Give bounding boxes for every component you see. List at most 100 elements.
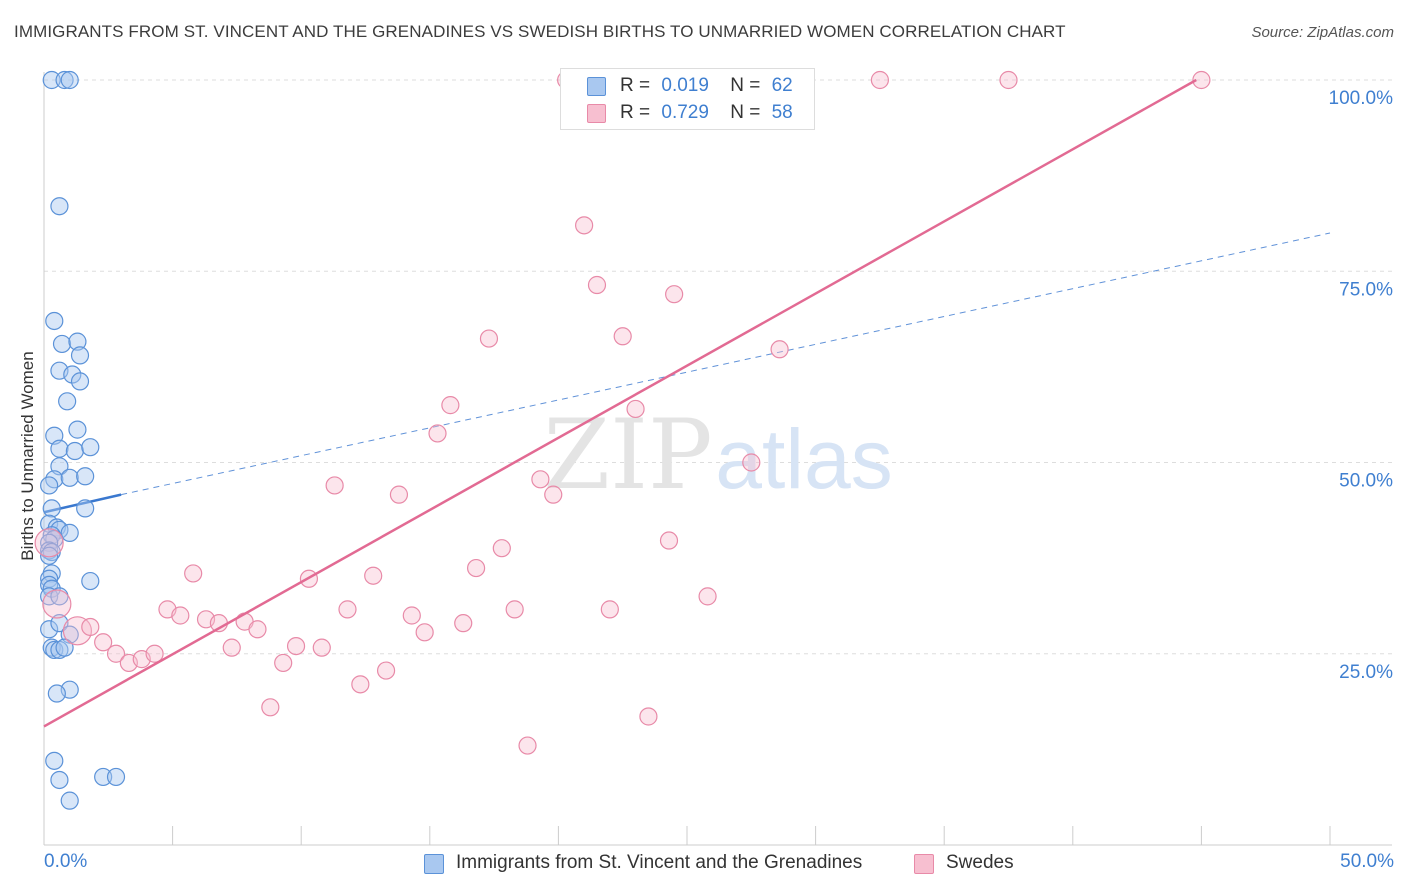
point-swedes-30 [428, 424, 447, 443]
point-swedes-42 [587, 275, 607, 295]
legend-label-immigrants: Immigrants from St. Vincent and the Gren… [456, 852, 863, 873]
point-swedes-18 [274, 653, 293, 673]
series-immigrants [40, 70, 126, 810]
point-swedes-43 [600, 600, 619, 619]
point-immigrants-37 [81, 571, 100, 591]
point-swedes-56 [1192, 70, 1211, 90]
legend-swatch-immigrants [424, 854, 444, 874]
point-swedes-45 [626, 399, 645, 419]
point-swedes-3 [81, 617, 100, 637]
point-swedes-17 [261, 698, 280, 717]
watermark-zip: ZIP [543, 399, 712, 511]
r-label: R = [620, 75, 651, 96]
y-tick-labels: 25.0% 50.0% 75.0% 100.0% [1329, 88, 1394, 683]
point-swedes-8 [145, 644, 164, 663]
point-swedes-28 [402, 606, 421, 625]
point-immigrants-10 [70, 372, 90, 391]
n-label: N = [730, 75, 761, 96]
point-swedes-37 [518, 736, 537, 755]
r-value-pink: 0.729 [661, 102, 709, 123]
trend-line-pink [43, 78, 1197, 728]
point-immigrants-41 [40, 620, 59, 639]
series-swedes [34, 70, 1211, 755]
point-immigrants-20 [76, 467, 95, 486]
point-immigrants-52 [94, 767, 113, 787]
point-immigrants-4 [45, 311, 64, 331]
point-immigrants-51 [50, 770, 69, 790]
point-swedes-47 [659, 531, 679, 550]
point-swedes-31 [441, 396, 460, 415]
legend-stats: R = 0.019 N = 62 R = 0.729 N = 58 [560, 68, 815, 130]
point-immigrants-1 [55, 70, 74, 90]
point-immigrants-27 [60, 523, 79, 542]
watermark-atlas: atlas [715, 412, 892, 506]
point-immigrants-2 [60, 70, 79, 90]
point-immigrants-33 [40, 546, 59, 565]
point-swedes-22 [325, 476, 344, 495]
n-value-pink: 58 [771, 102, 793, 123]
point-immigrants-6 [68, 332, 87, 351]
r-label: R = [620, 102, 651, 123]
point-swedes-25 [364, 566, 383, 585]
point-immigrants-47 [55, 638, 74, 657]
point-swedes-11 [184, 564, 203, 583]
y-tick-label-2: 75.0% [1339, 279, 1393, 300]
point-swedes-46 [639, 707, 658, 726]
point-swedes-48 [665, 285, 684, 304]
point-swedes-24 [351, 675, 370, 694]
legend-swatch-pink [587, 104, 606, 123]
point-immigrants-0 [42, 70, 61, 90]
point-immigrants-50 [45, 751, 64, 770]
point-immigrants-7 [70, 346, 90, 365]
point-swedes-49 [698, 587, 717, 606]
point-immigrants-3 [50, 197, 69, 216]
n-label: N = [730, 102, 761, 123]
legend-swatch-swedes [914, 854, 934, 874]
n-value-blue: 62 [771, 75, 793, 96]
point-swedes-32 [454, 614, 473, 633]
y-tick-label-3: 100.0% [1329, 88, 1394, 109]
point-swedes-14 [222, 638, 241, 657]
legend-swatch-blue [587, 77, 606, 96]
gridlines [44, 79, 1392, 655]
point-swedes-55 [999, 70, 1018, 90]
point-immigrants-54 [60, 791, 79, 810]
watermark: ZIP atlas [543, 399, 892, 511]
r-value-blue: 0.019 [661, 75, 709, 96]
x-tick-label-max: 50.0% [1340, 851, 1394, 872]
point-swedes-44 [613, 327, 632, 346]
point-swedes-36 [505, 600, 524, 619]
trend-line-blue-solid [43, 493, 122, 514]
point-immigrants-21 [40, 476, 59, 495]
point-swedes-19 [286, 636, 306, 656]
point-immigrants-14 [50, 439, 69, 458]
point-swedes-26 [376, 661, 396, 680]
point-immigrants-9 [63, 365, 82, 384]
point-immigrants-22 [42, 499, 61, 518]
point-swedes-39 [544, 485, 563, 504]
point-swedes-5 [106, 644, 126, 663]
source-label: Source: ZipAtlas.com [1251, 24, 1394, 41]
point-swedes-16 [248, 620, 267, 639]
point-swedes-54 [870, 70, 890, 90]
point-swedes-4 [94, 633, 113, 652]
point-immigrants-39 [40, 587, 59, 606]
point-swedes-38 [531, 470, 550, 489]
point-immigrants-49 [47, 684, 66, 703]
point-swedes-23 [338, 600, 357, 619]
trend-lines-pink [43, 78, 1197, 728]
legend-label-swedes: Swedes [946, 852, 1014, 873]
point-swedes-2 [62, 616, 93, 646]
x-tick-label-min: 0.0% [44, 851, 88, 872]
point-swedes-1 [42, 589, 72, 619]
y-axis-label: Births to Unmarried Women [18, 351, 37, 561]
point-immigrants-23 [76, 499, 95, 518]
point-immigrants-13 [68, 420, 87, 439]
point-swedes-41 [575, 216, 594, 235]
y-tick-label-1: 50.0% [1339, 471, 1393, 492]
point-immigrants-16 [81, 438, 100, 457]
point-swedes-10 [171, 606, 190, 625]
point-swedes-21 [312, 638, 331, 657]
point-swedes-29 [415, 623, 434, 642]
